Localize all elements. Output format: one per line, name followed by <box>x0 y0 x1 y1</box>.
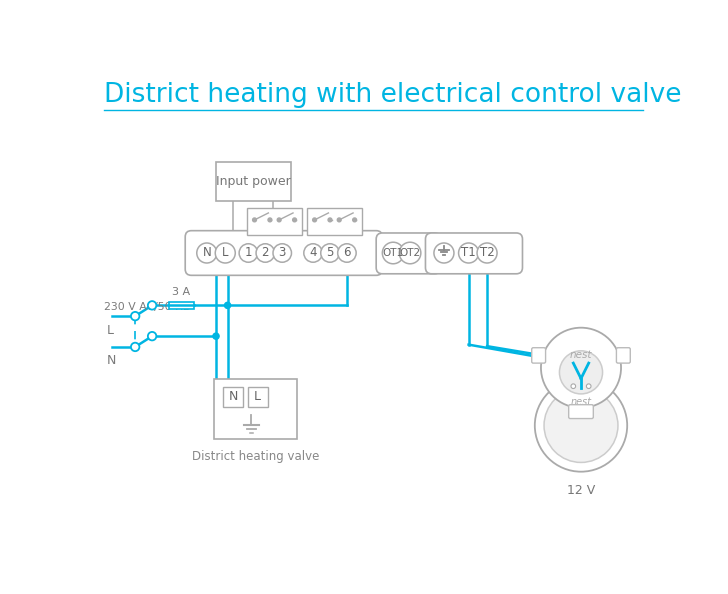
FancyBboxPatch shape <box>617 347 630 363</box>
Circle shape <box>268 218 272 222</box>
Circle shape <box>197 243 217 263</box>
FancyBboxPatch shape <box>376 233 441 274</box>
Text: District heating valve: District heating valve <box>191 450 319 463</box>
FancyBboxPatch shape <box>216 162 291 201</box>
Circle shape <box>352 218 357 222</box>
Circle shape <box>399 242 421 264</box>
Circle shape <box>382 242 404 264</box>
Circle shape <box>131 312 139 320</box>
Text: 3: 3 <box>279 247 286 260</box>
FancyBboxPatch shape <box>531 347 545 363</box>
Circle shape <box>337 218 341 222</box>
FancyBboxPatch shape <box>425 233 523 274</box>
Circle shape <box>338 244 356 262</box>
Circle shape <box>277 218 281 222</box>
Circle shape <box>256 244 274 262</box>
Circle shape <box>293 218 296 222</box>
Text: OT2: OT2 <box>400 248 421 258</box>
Text: 3 A: 3 A <box>173 287 191 297</box>
Circle shape <box>273 244 291 262</box>
Circle shape <box>586 384 591 388</box>
Text: nest: nest <box>570 350 593 361</box>
Text: L: L <box>254 390 261 403</box>
Circle shape <box>131 343 139 351</box>
Circle shape <box>312 218 317 222</box>
Circle shape <box>571 384 576 388</box>
Circle shape <box>434 243 454 263</box>
Circle shape <box>148 301 157 309</box>
Text: 4: 4 <box>309 247 317 260</box>
Circle shape <box>328 218 332 222</box>
Text: OT1: OT1 <box>382 248 404 258</box>
Text: N: N <box>229 390 237 403</box>
Text: 230 V AC/50 Hz: 230 V AC/50 Hz <box>103 302 189 312</box>
FancyBboxPatch shape <box>248 387 268 407</box>
Text: 6: 6 <box>343 247 351 260</box>
Text: 5: 5 <box>326 247 333 260</box>
Text: District heating with electrical control valve: District heating with electrical control… <box>103 82 681 108</box>
Circle shape <box>215 243 235 263</box>
Circle shape <box>459 243 478 263</box>
Circle shape <box>304 244 323 262</box>
Circle shape <box>253 218 256 222</box>
Text: 1: 1 <box>245 247 252 260</box>
FancyBboxPatch shape <box>307 208 363 235</box>
Circle shape <box>541 328 621 407</box>
Circle shape <box>239 244 258 262</box>
Text: L: L <box>222 247 229 260</box>
Text: 2: 2 <box>261 247 269 260</box>
FancyBboxPatch shape <box>223 387 243 407</box>
Text: L: L <box>107 324 114 336</box>
Circle shape <box>535 380 628 472</box>
FancyBboxPatch shape <box>569 405 593 419</box>
Text: Input power: Input power <box>216 175 291 188</box>
Circle shape <box>477 243 497 263</box>
FancyBboxPatch shape <box>214 380 297 440</box>
Text: T1: T1 <box>462 247 476 260</box>
Circle shape <box>224 302 231 308</box>
Text: T2: T2 <box>480 247 494 260</box>
Circle shape <box>559 351 603 394</box>
Text: N: N <box>202 247 211 260</box>
Text: nest: nest <box>571 397 592 407</box>
Circle shape <box>544 388 618 463</box>
Circle shape <box>213 333 219 339</box>
Circle shape <box>321 244 339 262</box>
FancyBboxPatch shape <box>169 302 194 309</box>
Text: N: N <box>107 354 116 367</box>
FancyBboxPatch shape <box>247 208 302 235</box>
Text: 12 V: 12 V <box>567 485 595 497</box>
FancyBboxPatch shape <box>185 230 382 276</box>
Circle shape <box>148 332 157 340</box>
